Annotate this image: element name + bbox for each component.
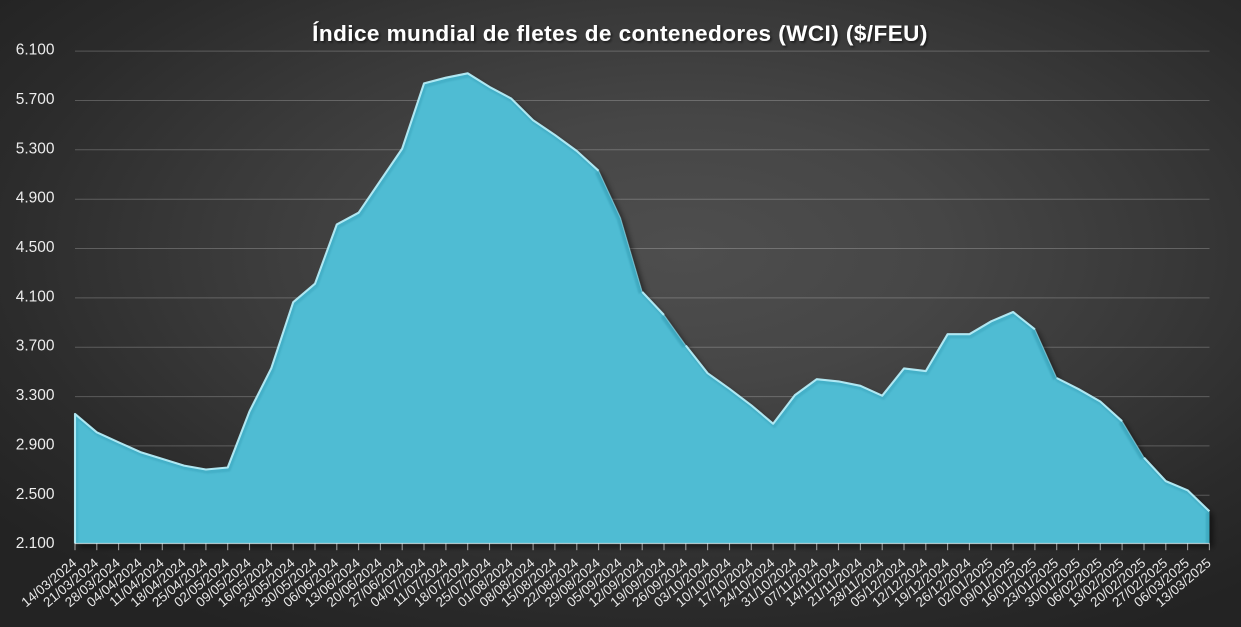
svg-text:4.900: 4.900 xyxy=(16,190,55,207)
svg-text:4.500: 4.500 xyxy=(16,239,55,256)
svg-text:2.500: 2.500 xyxy=(16,486,55,503)
svg-text:Índice mundial de fletes de co: Índice mundial de fletes de contenedores… xyxy=(312,21,928,46)
svg-text:5.300: 5.300 xyxy=(16,140,55,157)
svg-text:4.100: 4.100 xyxy=(16,288,55,305)
svg-text:6.100: 6.100 xyxy=(16,42,55,59)
svg-text:3.700: 3.700 xyxy=(16,338,55,355)
svg-text:3.300: 3.300 xyxy=(16,387,55,404)
svg-text:2.900: 2.900 xyxy=(16,436,55,453)
svg-text:5.700: 5.700 xyxy=(16,91,55,108)
svg-text:2.100: 2.100 xyxy=(16,535,55,552)
